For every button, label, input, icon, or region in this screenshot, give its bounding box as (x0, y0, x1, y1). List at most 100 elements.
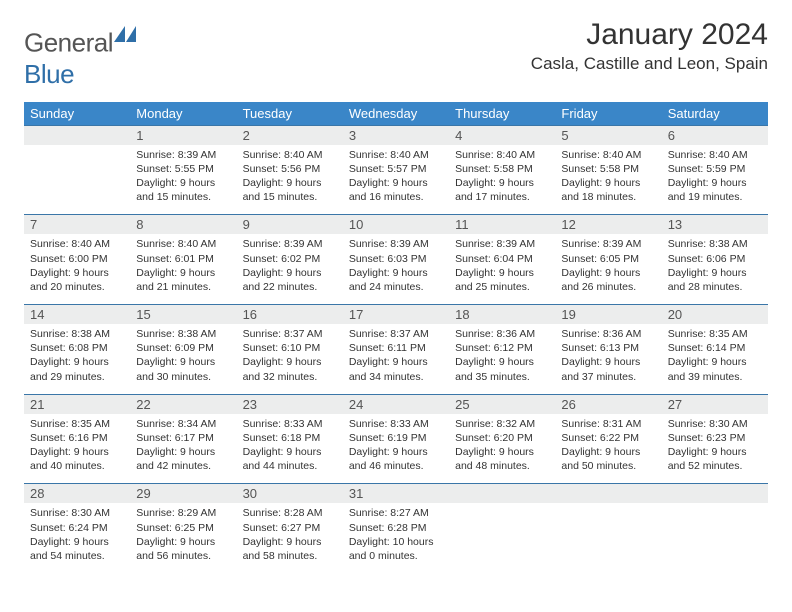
brand-logo: General Blue (24, 18, 136, 90)
dow-row: Sunday Monday Tuesday Wednesday Thursday… (24, 102, 768, 126)
sunrise-text: Sunrise: 8:40 AM (668, 148, 762, 162)
sunset-text: Sunset: 6:12 PM (455, 341, 549, 355)
day-cell: Sunrise: 8:39 AMSunset: 6:05 PMDaylight:… (555, 234, 661, 304)
daynum-row: 123456 (24, 125, 768, 145)
day-number: 19 (555, 305, 661, 325)
daylight-line1: Daylight: 9 hours (243, 355, 337, 369)
day-cell (662, 503, 768, 573)
dow-saturday: Saturday (662, 102, 768, 126)
daylight-line2: and 37 minutes. (561, 370, 655, 384)
daylight-line1: Daylight: 9 hours (668, 445, 762, 459)
calendar-table: Sunday Monday Tuesday Wednesday Thursday… (24, 102, 768, 573)
day-cell: Sunrise: 8:39 AMSunset: 5:55 PMDaylight:… (130, 145, 236, 215)
dow-friday: Friday (555, 102, 661, 126)
sunrise-text: Sunrise: 8:33 AM (243, 417, 337, 431)
day-number: 6 (662, 125, 768, 145)
daylight-line1: Daylight: 9 hours (243, 266, 337, 280)
day-cell: Sunrise: 8:40 AMSunset: 5:57 PMDaylight:… (343, 145, 449, 215)
calendar-body: 123456Sunrise: 8:39 AMSunset: 5:55 PMDay… (24, 125, 768, 573)
day-cell: Sunrise: 8:33 AMSunset: 6:18 PMDaylight:… (237, 414, 343, 484)
sunrise-text: Sunrise: 8:27 AM (349, 506, 443, 520)
daylight-line2: and 15 minutes. (136, 190, 230, 204)
daylight-line1: Daylight: 9 hours (561, 266, 655, 280)
sunset-text: Sunset: 5:58 PM (455, 162, 549, 176)
day-cell (449, 503, 555, 573)
sunrise-text: Sunrise: 8:40 AM (136, 237, 230, 251)
day-number: 25 (449, 394, 555, 414)
sunrise-text: Sunrise: 8:36 AM (455, 327, 549, 341)
day-number: 17 (343, 305, 449, 325)
dow-thursday: Thursday (449, 102, 555, 126)
day-number: 23 (237, 394, 343, 414)
day-cell: Sunrise: 8:36 AMSunset: 6:12 PMDaylight:… (449, 324, 555, 394)
brand-part2: Blue (24, 59, 74, 89)
day-number: 28 (24, 484, 130, 504)
sunset-text: Sunset: 6:02 PM (243, 252, 337, 266)
day-number: 13 (662, 215, 768, 235)
location-subtitle: Casla, Castille and Leon, Spain (531, 54, 768, 74)
sunset-text: Sunset: 5:57 PM (349, 162, 443, 176)
daylight-line1: Daylight: 9 hours (243, 176, 337, 190)
daylight-line1: Daylight: 9 hours (243, 535, 337, 549)
day-cell: Sunrise: 8:31 AMSunset: 6:22 PMDaylight:… (555, 414, 661, 484)
day-cell: Sunrise: 8:40 AMSunset: 5:59 PMDaylight:… (662, 145, 768, 215)
daylight-line1: Daylight: 9 hours (30, 355, 124, 369)
daylight-line1: Daylight: 9 hours (349, 445, 443, 459)
sunrise-text: Sunrise: 8:39 AM (349, 237, 443, 251)
day-number: 29 (130, 484, 236, 504)
sunrise-text: Sunrise: 8:39 AM (561, 237, 655, 251)
dow-monday: Monday (130, 102, 236, 126)
daylight-line2: and 44 minutes. (243, 459, 337, 473)
daylight-line1: Daylight: 9 hours (349, 176, 443, 190)
sunset-text: Sunset: 6:06 PM (668, 252, 762, 266)
dow-wednesday: Wednesday (343, 102, 449, 126)
detail-row: Sunrise: 8:30 AMSunset: 6:24 PMDaylight:… (24, 503, 768, 573)
daylight-line2: and 34 minutes. (349, 370, 443, 384)
sunrise-text: Sunrise: 8:39 AM (136, 148, 230, 162)
detail-row: Sunrise: 8:35 AMSunset: 6:16 PMDaylight:… (24, 414, 768, 484)
daylight-line1: Daylight: 9 hours (668, 355, 762, 369)
day-cell: Sunrise: 8:38 AMSunset: 6:06 PMDaylight:… (662, 234, 768, 304)
sunrise-text: Sunrise: 8:40 AM (349, 148, 443, 162)
month-title: January 2024 (531, 18, 768, 52)
daylight-line2: and 32 minutes. (243, 370, 337, 384)
daylight-line2: and 19 minutes. (668, 190, 762, 204)
sunrise-text: Sunrise: 8:35 AM (668, 327, 762, 341)
day-cell: Sunrise: 8:40 AMSunset: 5:58 PMDaylight:… (449, 145, 555, 215)
dow-tuesday: Tuesday (237, 102, 343, 126)
sunrise-text: Sunrise: 8:39 AM (243, 237, 337, 251)
day-number: 10 (343, 215, 449, 235)
page: General Blue January 2024 Casla, Castill… (0, 0, 792, 612)
day-number: 12 (555, 215, 661, 235)
daylight-line2: and 18 minutes. (561, 190, 655, 204)
day-cell: Sunrise: 8:40 AMSunset: 5:56 PMDaylight:… (237, 145, 343, 215)
sunset-text: Sunset: 6:11 PM (349, 341, 443, 355)
day-number: 26 (555, 394, 661, 414)
day-cell: Sunrise: 8:32 AMSunset: 6:20 PMDaylight:… (449, 414, 555, 484)
sunset-text: Sunset: 6:18 PM (243, 431, 337, 445)
brand-part1: General (24, 28, 113, 58)
header: General Blue January 2024 Casla, Castill… (24, 18, 768, 90)
day-cell: Sunrise: 8:38 AMSunset: 6:08 PMDaylight:… (24, 324, 130, 394)
day-cell: Sunrise: 8:35 AMSunset: 6:16 PMDaylight:… (24, 414, 130, 484)
day-cell: Sunrise: 8:34 AMSunset: 6:17 PMDaylight:… (130, 414, 236, 484)
sunrise-text: Sunrise: 8:29 AM (136, 506, 230, 520)
day-number: 24 (343, 394, 449, 414)
sunset-text: Sunset: 5:56 PM (243, 162, 337, 176)
daylight-line2: and 15 minutes. (243, 190, 337, 204)
daylight-line1: Daylight: 9 hours (30, 266, 124, 280)
daylight-line2: and 20 minutes. (30, 280, 124, 294)
sunrise-text: Sunrise: 8:36 AM (561, 327, 655, 341)
sunrise-text: Sunrise: 8:31 AM (561, 417, 655, 431)
sunset-text: Sunset: 6:03 PM (349, 252, 443, 266)
daylight-line2: and 56 minutes. (136, 549, 230, 563)
daylight-line1: Daylight: 9 hours (455, 355, 549, 369)
daylight-line1: Daylight: 10 hours (349, 535, 443, 549)
daylight-line2: and 25 minutes. (455, 280, 549, 294)
sunrise-text: Sunrise: 8:40 AM (561, 148, 655, 162)
daylight-line1: Daylight: 9 hours (561, 355, 655, 369)
day-cell: Sunrise: 8:27 AMSunset: 6:28 PMDaylight:… (343, 503, 449, 573)
day-number: 18 (449, 305, 555, 325)
sunrise-text: Sunrise: 8:39 AM (455, 237, 549, 251)
daylight-line1: Daylight: 9 hours (349, 355, 443, 369)
